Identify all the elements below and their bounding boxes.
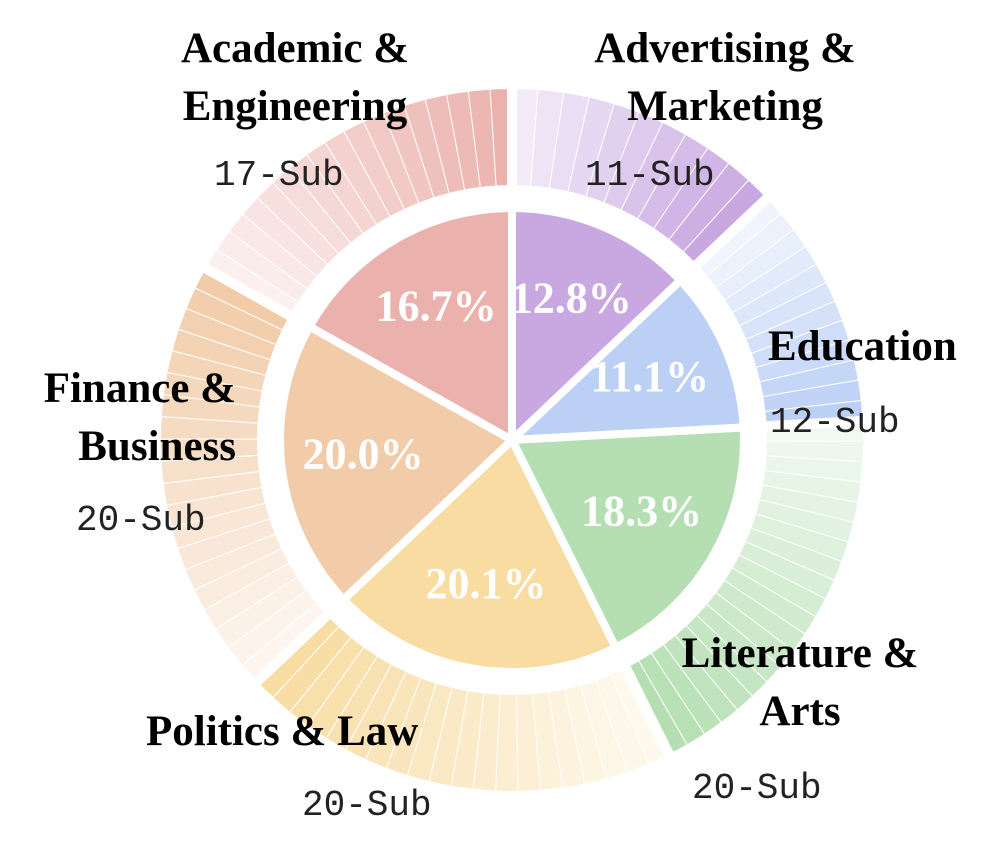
value-label: 20.1% — [425, 559, 546, 608]
pie-slice — [337, 433, 622, 676]
pie-slice — [304, 203, 516, 447]
value-label: 11.1% — [591, 352, 710, 401]
ring-gap — [194, 78, 517, 325]
value-label: 16.7% — [376, 282, 497, 331]
pie-slice — [505, 423, 748, 653]
sub-label: 20-Sub — [302, 785, 432, 826]
value-label: 20.0% — [303, 430, 424, 479]
sub-label: 20-Sub — [692, 768, 822, 809]
category-label: Finance & Business — [43, 365, 236, 470]
category-label: Literature & Arts — [681, 630, 919, 735]
pie-slice — [276, 321, 519, 606]
sub-label: 12-Sub — [770, 402, 900, 443]
pie-slice — [508, 203, 687, 450]
value-label: 12.8% — [511, 273, 632, 322]
category-label: Politics & Law — [146, 708, 419, 755]
value-label: 18.3% — [581, 487, 702, 536]
sub-label: 20-Sub — [76, 500, 206, 541]
sub-label: 11-Sub — [585, 155, 715, 196]
sub-label: 17-Sub — [214, 155, 344, 196]
category-label: Education — [768, 323, 957, 370]
pie-slice — [501, 274, 748, 445]
category-label: Academic & Engineering — [180, 25, 410, 130]
category-label: Advertising & Marketing — [594, 25, 856, 130]
